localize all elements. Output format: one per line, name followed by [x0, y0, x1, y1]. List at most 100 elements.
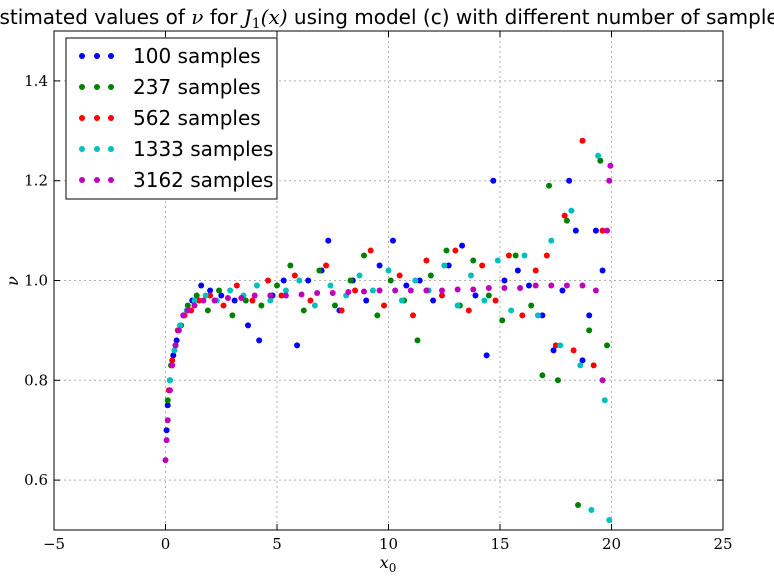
data-point — [193, 292, 200, 299]
data-point — [287, 262, 294, 269]
data-point — [548, 282, 555, 289]
data-point — [483, 352, 490, 359]
data-point — [173, 337, 180, 344]
legend-marker — [94, 84, 100, 90]
legend-marker — [108, 115, 114, 121]
series-1333-samples — [166, 152, 613, 524]
data-point — [314, 289, 321, 296]
data-point — [492, 297, 499, 304]
data-point — [499, 317, 506, 324]
data-point — [601, 397, 608, 404]
legend-marker — [108, 53, 114, 59]
data-point — [166, 387, 173, 394]
data-point — [570, 347, 577, 354]
data-point — [296, 277, 303, 284]
data-point — [579, 137, 586, 144]
data-point — [381, 302, 388, 309]
data-point — [407, 287, 414, 294]
data-point — [191, 302, 198, 309]
data-point — [439, 292, 446, 299]
data-point — [532, 267, 539, 274]
data-point — [267, 297, 274, 304]
data-point — [468, 272, 475, 279]
data-point — [412, 277, 419, 284]
data-point — [543, 252, 550, 259]
data-point — [274, 282, 280, 289]
data-point — [604, 227, 611, 234]
data-point — [427, 272, 434, 279]
data-point — [220, 302, 227, 309]
data-point — [539, 372, 546, 379]
data-point — [163, 427, 170, 434]
data-point — [481, 297, 488, 304]
data-point — [528, 302, 535, 309]
y-tick-label: 0.8 — [24, 371, 48, 389]
data-point — [175, 327, 182, 334]
data-point — [316, 267, 323, 274]
data-point — [568, 207, 575, 214]
data-point — [331, 302, 338, 309]
data-point — [164, 402, 171, 409]
data-point — [172, 342, 179, 349]
data-point — [606, 517, 613, 524]
data-point — [367, 247, 374, 254]
data-point — [590, 362, 597, 369]
legend-marker — [94, 177, 100, 183]
data-point — [519, 312, 526, 319]
data-point — [607, 162, 614, 169]
data-point — [566, 177, 573, 184]
legend-item: 100 samples — [79, 44, 261, 68]
title-part: ν — [191, 5, 203, 29]
y-axis-label: ν — [3, 276, 22, 286]
data-point — [559, 287, 566, 294]
data-point — [588, 507, 595, 514]
data-point — [554, 377, 561, 384]
data-point — [563, 217, 570, 224]
data-point — [218, 292, 225, 299]
x-tick-label: 25 — [713, 535, 732, 553]
data-point — [403, 282, 410, 289]
data-point — [291, 272, 298, 279]
title-subscript: 1 — [252, 16, 261, 32]
data-point — [454, 302, 461, 309]
data-point — [323, 262, 330, 269]
x-tick-label: 5 — [272, 535, 282, 553]
y-tick-label: 1.4 — [24, 72, 48, 90]
data-point — [552, 342, 559, 349]
data-point — [207, 287, 214, 294]
legend-marker — [108, 177, 114, 183]
data-point — [430, 297, 437, 304]
data-point — [200, 297, 207, 304]
data-point — [550, 347, 557, 354]
legend-marker — [79, 53, 85, 59]
data-point — [369, 287, 376, 294]
data-point — [416, 277, 423, 284]
data-point — [166, 377, 173, 384]
data-point — [195, 297, 202, 304]
legend-item: 562 samples — [79, 106, 261, 130]
data-point — [376, 287, 383, 294]
data-point — [579, 357, 586, 364]
data-point — [204, 307, 211, 314]
data-point — [454, 286, 461, 293]
data-point — [329, 289, 336, 296]
data-point — [485, 284, 492, 291]
y-tick-label: 1.2 — [24, 172, 48, 190]
data-point — [514, 267, 521, 274]
data-point — [586, 327, 593, 334]
series-237-samples — [164, 157, 611, 509]
data-point — [356, 272, 363, 279]
data-point — [325, 237, 332, 244]
y-tick-label: 1.0 — [24, 272, 48, 290]
x-tick-label: 0 — [161, 535, 171, 553]
data-point — [452, 247, 459, 254]
title-part: Estimated values of — [0, 5, 191, 29]
x-tick-label: −5 — [43, 535, 65, 553]
data-point — [508, 307, 515, 314]
data-point — [479, 262, 486, 269]
data-point — [211, 297, 218, 304]
data-point — [311, 302, 318, 309]
data-point — [577, 362, 584, 369]
data-point — [592, 227, 599, 234]
data-point — [459, 242, 466, 249]
